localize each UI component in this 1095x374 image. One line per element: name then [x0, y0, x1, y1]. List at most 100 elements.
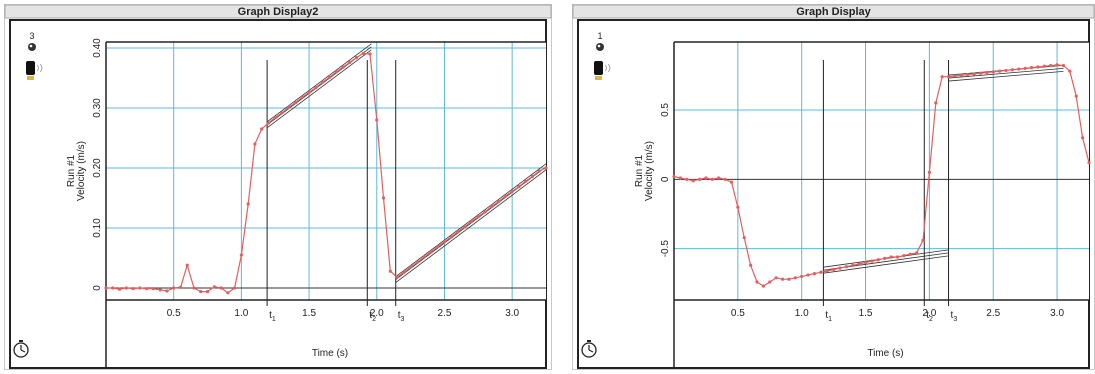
graph-display-2-chart: Graph Display2 0 0.10 0.20 0.30 0.40 0.5 1.0 1.5…	[4, 4, 552, 370]
data-point	[436, 245, 440, 249]
data-point	[497, 200, 501, 204]
x-tick-label-0_5: 0.5	[731, 308, 745, 319]
data-point	[768, 280, 772, 284]
run-badge-number: 1	[597, 31, 602, 41]
data-point	[138, 286, 142, 290]
data-point	[524, 179, 528, 183]
data-point	[246, 202, 250, 206]
title-bar	[572, 4, 1095, 19]
data-point	[1004, 68, 1008, 73]
graph-display-2-panel: Graph Display2 0 0.10 0.20 0.30 0.40 0.5 1.0 1.5…	[4, 4, 552, 370]
chart-title: Graph Display	[796, 6, 871, 18]
y-tick-label-0: 0	[660, 176, 671, 182]
marker-subscript: 3	[953, 316, 957, 323]
data-point	[172, 286, 176, 290]
x-axis-label: Time (s)	[312, 348, 348, 359]
data-point	[998, 69, 1002, 73]
data-point	[915, 251, 919, 255]
data-point	[1042, 64, 1046, 68]
data-point	[723, 177, 727, 181]
data-point	[1036, 65, 1040, 69]
marker-label-t3: t3	[398, 310, 405, 323]
x-tick-label-1_5: 1.5	[859, 308, 873, 319]
data-point	[307, 90, 311, 94]
marker-label-t2: t2	[369, 310, 376, 323]
data-point	[1074, 94, 1078, 98]
graph-display-panel: Graph Display -0.5 0 0.5 0.5 1.0 1.5 2.0 2.5 3.0 T…	[572, 4, 1095, 370]
data-point	[327, 75, 331, 79]
data-point	[395, 275, 399, 279]
data-point	[787, 277, 791, 281]
data-point	[503, 194, 507, 198]
data-point	[442, 240, 447, 244]
data-point	[185, 263, 189, 267]
data-point	[921, 238, 925, 242]
x-tick-label-2_5: 2.5	[986, 308, 1000, 319]
data-point	[165, 289, 169, 293]
data-point	[1068, 69, 1072, 73]
data-point	[870, 259, 874, 263]
plot-area	[672, 41, 1091, 306]
marker-letter: t	[951, 310, 954, 321]
stopwatch-icon[interactable]	[581, 340, 597, 358]
y-axis-label-velocity: Velocity (m/s)	[644, 141, 655, 201]
data-point	[717, 176, 721, 180]
data-point	[1061, 63, 1066, 68]
marker-label-t1: t1	[269, 310, 276, 323]
data-point	[233, 286, 237, 290]
data-point	[544, 166, 548, 170]
data-point	[710, 177, 714, 181]
data-point	[388, 269, 392, 273]
data-point	[409, 265, 413, 269]
data-point	[158, 288, 162, 292]
y-axis-label-run: Run #1	[66, 154, 77, 187]
x-tick-label-2: 2.0	[370, 308, 384, 319]
data-point	[273, 116, 277, 120]
data-point	[226, 291, 230, 295]
data-point	[321, 80, 325, 84]
data-point	[959, 73, 963, 77]
sensor-icon[interactable]	[594, 61, 611, 80]
data-point	[117, 287, 122, 291]
y-tick-label-0_5: 0.5	[660, 103, 671, 117]
data-point	[883, 256, 887, 260]
data-point	[780, 277, 785, 281]
data-point	[908, 252, 912, 256]
data-point	[212, 285, 216, 289]
data-point	[334, 70, 338, 74]
data-point	[314, 86, 318, 90]
data-point	[793, 276, 797, 280]
data-point	[863, 260, 868, 265]
plot-background	[106, 42, 546, 300]
data-point	[857, 262, 861, 266]
marker-letter: t	[369, 310, 372, 321]
x-tick-label-3: 3.0	[1050, 308, 1064, 319]
stopwatch-icon[interactable]	[13, 340, 29, 358]
data-point	[704, 176, 708, 180]
data-point	[300, 95, 304, 99]
marker-subscript: 2	[929, 316, 933, 323]
data-point	[510, 189, 514, 193]
data-point	[812, 272, 817, 276]
data-point	[463, 225, 467, 229]
data-point	[178, 285, 183, 289]
y-axis-label-run: Run #1	[634, 154, 645, 187]
data-point	[691, 179, 695, 183]
data-point	[946, 75, 951, 79]
data-point	[537, 169, 541, 173]
data-point	[199, 290, 203, 294]
data-point	[672, 174, 676, 179]
run-dot-icon[interactable]	[596, 43, 604, 51]
data-point	[368, 52, 372, 56]
marker-letter: t	[825, 310, 828, 321]
sensor-icon[interactable]	[26, 61, 43, 80]
data-point	[219, 286, 223, 290]
data-point	[341, 65, 345, 69]
title-bar	[4, 4, 552, 19]
data-point	[476, 215, 480, 219]
marker-subscript: 3	[401, 316, 405, 323]
graph-display-chart: Graph Display -0.5 0 0.5 0.5 1.0 1.5 2.0 2.5 3.0 T…	[572, 4, 1095, 370]
data-point	[530, 174, 535, 178]
run-dot-icon[interactable]	[28, 43, 36, 51]
data-point	[469, 219, 474, 223]
